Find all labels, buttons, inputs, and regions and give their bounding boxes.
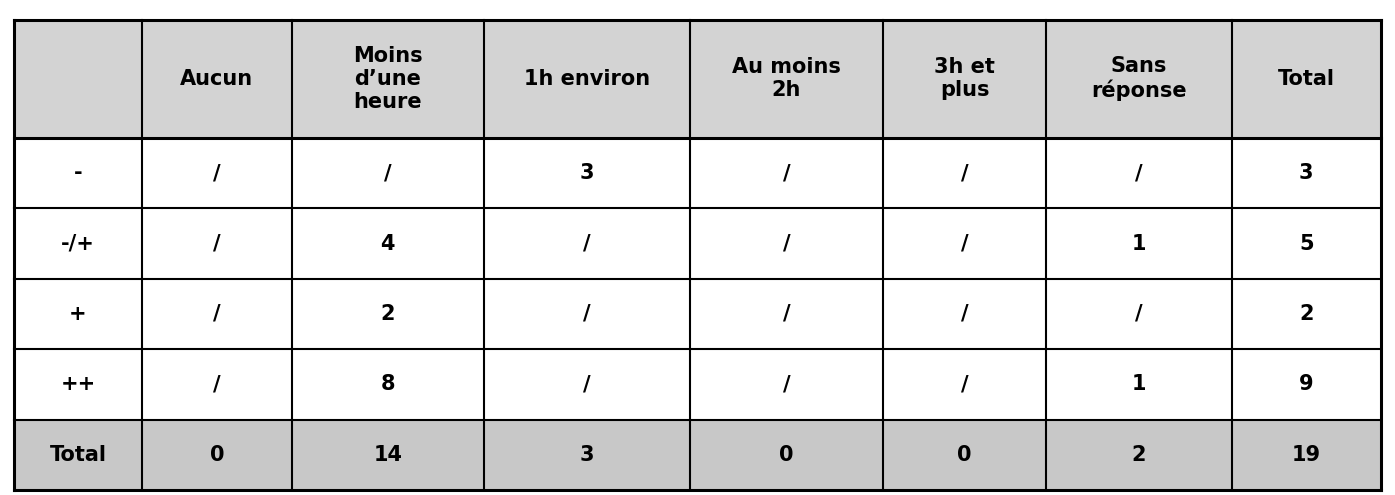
Bar [142,20,292,138]
Text: Total: Total [1278,69,1335,89]
Bar [883,420,1046,490]
Text: /: / [961,304,968,324]
Text: /: / [213,374,220,395]
Text: 8: 8 [381,374,395,395]
Bar [691,279,883,349]
Bar [14,420,142,490]
Bar [1046,20,1232,138]
Bar [142,420,292,490]
Bar [1232,138,1381,208]
Bar [1232,208,1381,279]
Bar [292,420,484,490]
Bar [292,208,484,279]
Text: Sans
réponse: Sans réponse [1091,56,1187,101]
Text: /: / [1136,304,1143,324]
Text: /: / [213,304,220,324]
Text: /: / [961,374,968,395]
Text: 0: 0 [209,445,225,465]
Text: /: / [961,234,968,253]
Text: 14: 14 [374,445,402,465]
Bar [292,138,484,208]
Text: +: + [70,304,86,324]
Bar [883,138,1046,208]
Text: -/+: -/+ [61,234,95,253]
Bar [14,138,142,208]
Text: 2: 2 [381,304,395,324]
Text: 0: 0 [957,445,972,465]
Bar [292,349,484,420]
Text: /: / [783,304,791,324]
Bar [1046,279,1232,349]
Bar [1046,349,1232,420]
Text: /: / [961,163,968,183]
Text: /: / [783,163,791,183]
Bar [1046,138,1232,208]
Bar [14,349,142,420]
Text: 19: 19 [1292,445,1321,465]
Bar [1232,20,1381,138]
Bar [484,208,691,279]
Bar [691,349,883,420]
Text: 5: 5 [1299,234,1314,253]
Text: 2: 2 [1131,445,1147,465]
Bar [484,349,691,420]
Bar [691,208,883,279]
Text: 9: 9 [1299,374,1314,395]
Text: Au moins
2h: Au moins 2h [732,57,841,100]
Bar [484,20,691,138]
Bar [142,279,292,349]
Text: 3h et
plus: 3h et plus [935,57,995,100]
Bar [691,20,883,138]
Bar [691,420,883,490]
Text: ++: ++ [60,374,96,395]
Text: /: / [783,374,791,395]
Text: Aucun: Aucun [180,69,254,89]
Bar [484,420,691,490]
Text: Total: Total [50,445,106,465]
Text: /: / [213,234,220,253]
Bar [1232,349,1381,420]
Bar [883,208,1046,279]
Text: /: / [384,163,392,183]
Text: 1: 1 [1131,374,1147,395]
Text: 1h environ: 1h environ [525,69,650,89]
Text: Moins
d’une
heure: Moins d’une heure [353,46,423,112]
Text: 3: 3 [580,163,594,183]
Text: /: / [583,304,591,324]
Bar [883,279,1046,349]
Bar [14,208,142,279]
Text: /: / [583,234,591,253]
Bar [484,279,691,349]
Bar [484,138,691,208]
Bar [883,20,1046,138]
Text: /: / [1136,163,1143,183]
Bar [142,138,292,208]
Text: 4: 4 [381,234,395,253]
Bar [883,349,1046,420]
Text: /: / [783,234,791,253]
Bar [142,349,292,420]
Bar [1046,208,1232,279]
Bar [292,20,484,138]
Bar [1232,279,1381,349]
Text: -: - [74,163,82,183]
Text: 0: 0 [780,445,794,465]
Text: 3: 3 [580,445,594,465]
Bar [1046,420,1232,490]
Bar [14,20,142,138]
Bar [1232,420,1381,490]
Text: 2: 2 [1299,304,1314,324]
Bar [292,279,484,349]
Text: /: / [213,163,220,183]
Text: 3: 3 [1299,163,1314,183]
Text: /: / [583,374,591,395]
Text: 1: 1 [1131,234,1147,253]
Bar [691,138,883,208]
Bar [14,279,142,349]
Bar [142,208,292,279]
